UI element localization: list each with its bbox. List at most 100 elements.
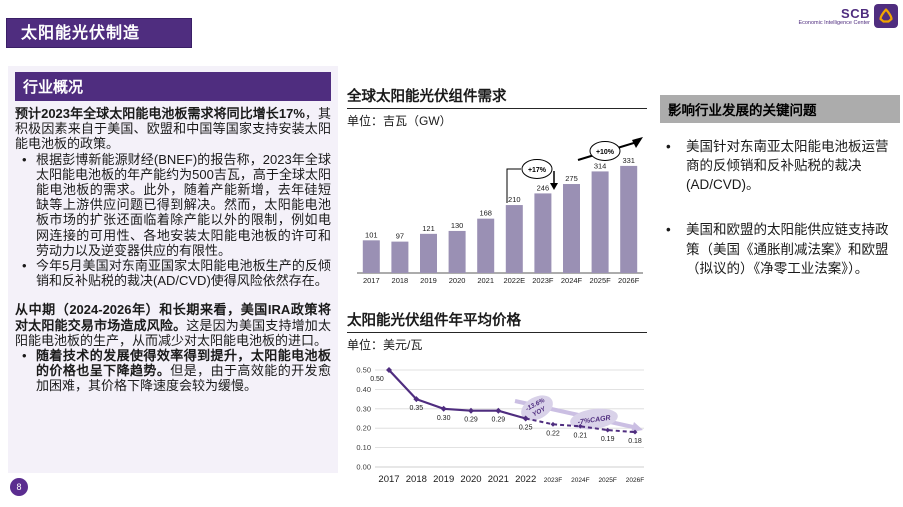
- overview-paragraph-1-rest: ，其积极因素来自于美国、欧盟和中国等国家支持安装太阳能电池板的政策。: [15, 106, 331, 152]
- y-tick-0.10: 0.10: [356, 443, 371, 452]
- x-tick-2018: 2018: [406, 474, 427, 485]
- y-tick-0.30: 0.30: [356, 404, 371, 413]
- point-value-2026F: 0.18: [628, 438, 642, 445]
- bar-value-2017: 101: [365, 230, 378, 239]
- growth-10-label: +10%: [596, 149, 615, 156]
- bar-tick-2026F: 2026F: [618, 276, 640, 285]
- bar-2021: [477, 218, 495, 273]
- overview-paragraph-2-rest: 这是因为美国支持增加太阳能电池板的生产，从而减少对太阳能电池板的进口。: [15, 317, 331, 348]
- y-tick-0.20: 0.20: [356, 424, 371, 433]
- price-chart-unit: 单位：美元/瓦: [347, 338, 423, 352]
- point-value-2024F: 0.21: [574, 432, 588, 439]
- bar-tick-2022E: 2022E: [503, 276, 525, 285]
- yoy-ellipse: [521, 395, 553, 421]
- point-2023F: [550, 421, 556, 427]
- point-value-2017: 0.50: [370, 376, 384, 383]
- yoy-annotation: -13.6%YOY: [521, 395, 553, 421]
- scb-emblem-icon: [874, 4, 898, 28]
- bar-value-2024F: 275: [565, 174, 578, 183]
- demand-bar-chart: 101 2017 97 2018 121 2019 130 2020 168 2021 210 202…: [357, 137, 643, 285]
- page-title: 太阳能光伏制造: [6, 18, 192, 48]
- cagr-annotation: -7%CAGR: [570, 408, 618, 430]
- bar-value-2019: 121: [422, 224, 435, 233]
- point-value-2020: 0.29: [464, 417, 478, 424]
- spacer: [15, 288, 331, 302]
- scb-logo-text: SCB Economic Intelligence Center: [798, 4, 870, 27]
- bar-tick-2024F: 2024F: [561, 276, 583, 285]
- point-2020: [468, 407, 474, 414]
- point-2024F: [577, 423, 583, 429]
- industry-overview-header: 行业概况: [15, 72, 331, 101]
- growth-17-label: +17%: [528, 167, 547, 174]
- page-number-badge: 8: [10, 478, 28, 496]
- bar-value-2021: 168: [479, 209, 492, 218]
- point-2019: [440, 405, 447, 412]
- overview-bullet-3-rest: 但是，由于高效能的开发愈加困难，其价格下降速度会较为缓慢。: [36, 363, 331, 394]
- point-value-2025F: 0.19: [601, 436, 615, 443]
- charts-column: 全球太阳能光伏组件需求 单位：吉瓦（GW） 101 2017 97 2018 121 20…: [347, 85, 647, 491]
- overview-bullet-3: 随着技术的发展使得效率得到提升，太阳能电池板的价格也呈下降趋势。但是，由于高效能…: [15, 348, 331, 394]
- growth-10-ellipse: [589, 141, 621, 161]
- y-tick-0.50: 0.50: [356, 366, 371, 375]
- scb-emblem-glyph: [879, 8, 893, 23]
- growth-17-bracket: [506, 168, 521, 203]
- bar-tick-2018: 2018: [392, 276, 409, 285]
- overview-paragraph-2-bold: 从中期（2024-2026年）和长期来看，美国IRA政策将对太阳能交易市场造成风…: [15, 302, 331, 333]
- scb-logo-wordmark: SCB: [841, 6, 870, 21]
- bar-value-2020: 130: [451, 221, 464, 230]
- x-tick-2022: 2022: [515, 474, 536, 485]
- point-value-2019: 0.30: [437, 415, 451, 422]
- bar-2023F: [534, 193, 552, 273]
- bar-2018: [391, 241, 409, 273]
- point-value-2021: 0.29: [492, 417, 506, 424]
- demand-chart-title: 全球太阳能光伏组件需求: [347, 85, 647, 109]
- point-2018: [413, 396, 420, 403]
- scb-logo: SCB Economic Intelligence Center: [798, 4, 898, 28]
- bar-2025F: [591, 171, 609, 273]
- point-2021: [495, 407, 502, 414]
- bar-value-2018: 97: [396, 232, 404, 241]
- bar-value-2026F: 331: [622, 156, 635, 165]
- x-tick-2024F: 2024F: [571, 477, 589, 484]
- point-value-2018: 0.35: [410, 405, 424, 412]
- bar-value-2023F: 246: [537, 183, 550, 192]
- point-value-2022: 0.25: [519, 425, 533, 432]
- y-tick-0.40: 0.40: [356, 385, 371, 394]
- x-tick-2021: 2021: [488, 474, 509, 485]
- bar-2026F: [620, 165, 638, 273]
- overview-paragraph-2: 从中期（2024-2026年）和长期来看，美国IRA政策将对太阳能交易市场造成风…: [15, 302, 331, 348]
- scb-logo-subtitle: Economic Intelligence Center: [798, 20, 870, 26]
- x-tick-2023F: 2023F: [544, 477, 562, 484]
- bar-value-2025F: 314: [594, 161, 607, 170]
- bar-value-2022E: 210: [508, 195, 521, 204]
- key-issues-header: 影响行业发展的关键问题: [660, 95, 900, 123]
- bar-tick-2021: 2021: [477, 276, 494, 285]
- price-chart-block: 太阳能光伏组件年平均价格 单位：美元/瓦 0.00 0.10 0.20 0.30 0.4…: [347, 309, 647, 491]
- x-tick-2020: 2020: [460, 474, 481, 485]
- cagr-arrowhead: [631, 422, 643, 432]
- bar-tick-2017: 2017: [363, 276, 380, 285]
- price-chart-title: 太阳能光伏组件年平均价格: [347, 309, 647, 333]
- overview-bullet-2: 今年5月美国对东南亚国家太阳能电池板生产的反倾销和反补贴税的裁决(AD/CVD)…: [15, 258, 331, 288]
- cagr-ellipse: [570, 408, 618, 430]
- bar-tick-2020: 2020: [449, 276, 466, 285]
- x-tick-2026F: 2026F: [626, 477, 644, 484]
- y-tick-0.00: 0.00: [356, 463, 371, 472]
- overview-paragraph-1: 预计2023年全球太阳能电池板需求将同比增长17%，其积极因素来自于美国、欧盟和…: [15, 106, 331, 152]
- point-2017: [386, 367, 392, 373]
- overview-paragraph-1-bold: 预计2023年全球太阳能电池板需求将同比增长17%: [15, 106, 305, 121]
- industry-overview-panel: 行业概况 预计2023年全球太阳能电池板需求将同比增长17%，其积极因素来自于美…: [8, 66, 338, 473]
- overview-bullet-3-bold: 随着技术的发展使得效率得到提升，太阳能电池板的价格也呈下降趋势。: [36, 348, 331, 379]
- bar-2020: [448, 230, 466, 273]
- key-issues-panel: 影响行业发展的关键问题 美国针对东南亚太阳能电池板运营商的反倾销和反补贴税的裁决…: [660, 95, 900, 278]
- bar-2022E: [505, 205, 523, 273]
- price-line-forecast: [525, 417, 636, 434]
- point-2022: [522, 415, 529, 422]
- price-line-chart: 0.00 0.10 0.20 0.30 0.40 0.50 -13.6%YOY -7%CAGR…: [356, 366, 644, 486]
- bar-tick-2025F: 2025F: [589, 276, 611, 285]
- x-tick-2017: 2017: [378, 474, 399, 485]
- growth-17-ellipse: [521, 159, 553, 179]
- key-issue-2: 美国和欧盟的太阳能供应链支持政策（美国《通胀削减法案》和欧盟（拟议的）《净零工业…: [660, 220, 900, 277]
- bar-2024F: [563, 184, 580, 273]
